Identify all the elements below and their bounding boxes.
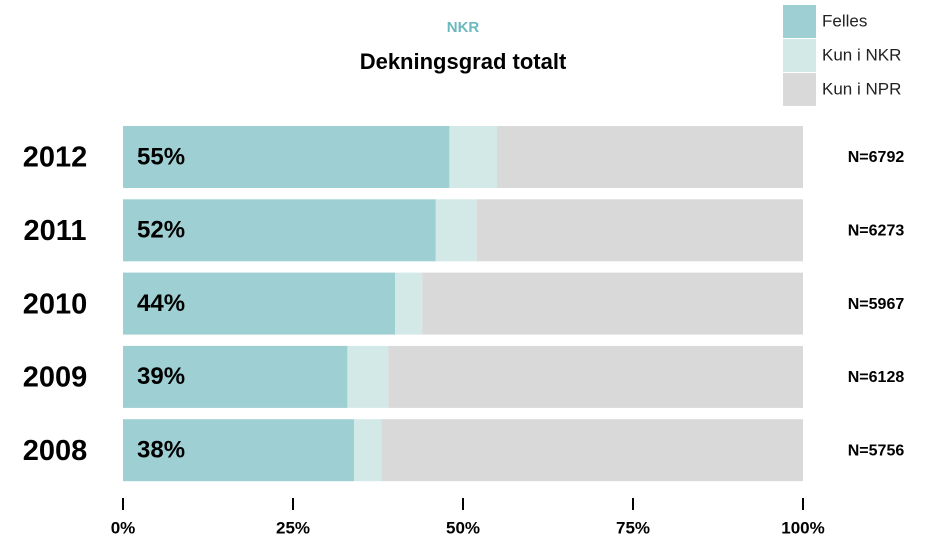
bar-segment [497, 126, 803, 188]
bar-segment [123, 199, 436, 262]
bar-segment [123, 272, 395, 335]
coverage-label: 44% [137, 290, 185, 317]
y-tick-label: 2008 [23, 435, 88, 467]
legend-swatch [783, 39, 816, 72]
x-tick-label: 0% [111, 518, 136, 537]
n-label: N=6792 [848, 149, 905, 166]
legend-label: Felles [822, 11, 867, 30]
n-label: N=6273 [848, 223, 905, 240]
bar-segment [123, 126, 450, 188]
bar-segment [449, 126, 497, 188]
bar-segment [123, 419, 355, 482]
legend-label: Kun i NKR [822, 45, 901, 64]
n-label: N=5967 [848, 296, 905, 313]
y-tick-label: 2012 [23, 142, 88, 174]
x-tick-label: 25% [276, 518, 310, 537]
bar-segment [381, 419, 803, 482]
y-tick-label: 2009 [23, 362, 88, 394]
bar-segment [347, 345, 389, 408]
x-tick-label: 50% [446, 518, 480, 537]
y-tick-label: 2011 [24, 215, 87, 247]
chart-title: NKR [447, 19, 480, 36]
bar-segment [123, 345, 348, 408]
legend-swatch [783, 5, 816, 38]
legend-label: Kun i NPR [822, 79, 901, 98]
n-label: N=5756 [848, 442, 905, 459]
chart-subtitle: Dekningsgrad totalt [360, 49, 567, 74]
x-tick-label: 75% [616, 518, 650, 537]
bar-segment [354, 419, 382, 482]
legend-swatch [783, 73, 816, 106]
coverage-label: 52% [137, 217, 185, 244]
coverage-label: 39% [137, 363, 185, 390]
x-tick-label: 100% [781, 518, 824, 537]
bar-segment [422, 272, 803, 335]
bar-segment [388, 345, 803, 408]
y-tick-label: 2010 [23, 288, 88, 320]
coverage-label: 38% [137, 437, 185, 464]
bar-segment [395, 272, 423, 335]
coverage-label: 55% [137, 143, 185, 170]
n-label: N=6128 [848, 369, 905, 386]
bar-segment [476, 199, 803, 262]
bar-segment [435, 199, 477, 262]
